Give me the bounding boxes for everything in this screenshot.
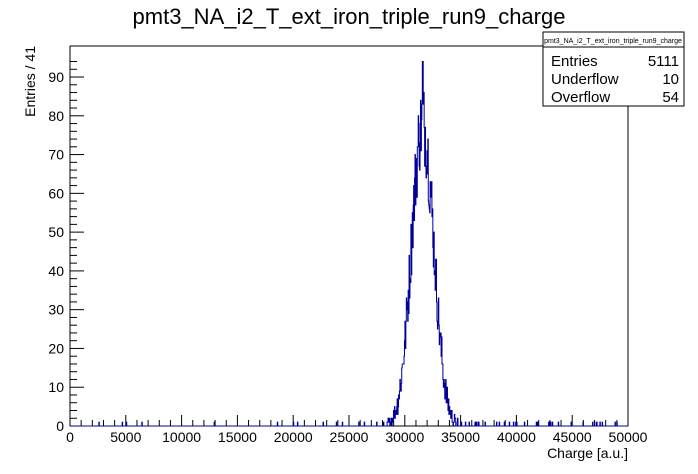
stats-underflow-value: 10 [662,71,679,88]
x-axis-label: Charge [a.u.] [547,445,628,461]
stats-underflow-label: Underflow [551,71,619,88]
x-tick-label: 25000 [330,429,369,445]
x-tick-label: 15000 [218,429,257,445]
y-tick-label: 20 [48,340,64,356]
y-tick-label: 0 [56,418,64,434]
x-tick-label: 20000 [274,429,313,445]
y-axis: 0 10 20 30 40 50 60 70 80 90 [48,61,84,434]
y-axis-label: Entries / 41 [22,46,38,117]
x-tick-label: 35000 [441,429,480,445]
x-tick-label: 0 [66,429,74,445]
y-tick-label: 90 [48,69,64,85]
x-axis: 0 5000 10000 15000 20000 25000 30000 35000 40000… [66,415,648,445]
y-tick-label: 40 [48,263,64,279]
x-tick-label: 45000 [553,429,592,445]
x-tick-label: 30000 [385,429,424,445]
chart-title: pmt3_NA_i2_T_ext_iron_triple_run9_charge [133,4,566,29]
stats-overflow-label: Overflow [551,89,610,106]
stats-overflow-value: 54 [662,89,679,106]
x-tick-label: 5000 [110,429,141,445]
stats-entries-value: 5111 [648,53,679,70]
x-tick-label: 10000 [162,429,201,445]
y-tick-label: 80 [48,108,64,124]
y-tick-label: 30 [48,302,64,318]
stats-box: pmt3_NA_i2_T_ext_iron_triple_run9_charge… [542,31,685,107]
x-tick-label: 40000 [497,429,536,445]
y-tick-label: 60 [48,185,64,201]
histogram-series-line [70,61,628,427]
stats-entries-label: Entries [551,53,598,70]
stats-title: pmt3_NA_i2_T_ext_iron_triple_run9_charge [544,38,682,45]
y-tick-label: 70 [48,147,64,163]
x-tick-label: 50000 [609,429,648,445]
y-tick-label: 10 [48,379,64,395]
y-tick-label: 50 [48,224,64,240]
